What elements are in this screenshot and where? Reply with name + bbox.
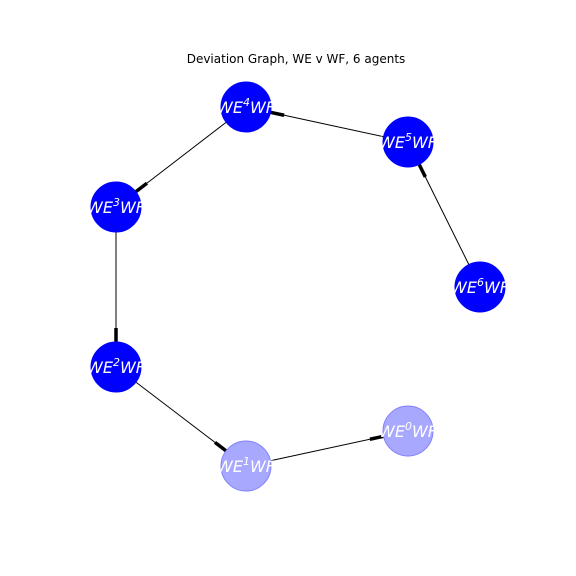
edge-n2-to-n1 xyxy=(135,381,228,453)
node-label: WE6WF xyxy=(451,276,510,297)
edge-arrowhead xyxy=(369,434,384,441)
edge-line xyxy=(135,381,227,452)
node-label: WE1WF xyxy=(217,455,276,476)
node-label-prefix: WE xyxy=(379,422,406,441)
node-label-suffix: WF xyxy=(412,422,438,441)
node-label: WE0WF xyxy=(379,420,438,441)
node-circle[interactable] xyxy=(382,116,434,168)
node-label-prefix: WE xyxy=(87,358,114,377)
node-label-sup: 5 xyxy=(405,131,412,144)
edge-arrowhead xyxy=(213,440,228,453)
node-circle[interactable] xyxy=(382,405,434,457)
edge-n1-to-n0 xyxy=(270,434,384,462)
edge-line xyxy=(418,164,470,265)
node-label-suffix: WF xyxy=(484,278,510,297)
edge-n5-to-n4 xyxy=(270,110,384,138)
node-label-suffix: WF xyxy=(250,98,276,117)
edge-arrowhead xyxy=(270,110,285,117)
node-label-sup: 2 xyxy=(113,356,120,369)
node-label-prefix: WE xyxy=(451,278,478,297)
edge-line xyxy=(270,435,384,462)
graph-title: Deviation Graph, WE v WF, 6 agents xyxy=(187,52,406,66)
node-label: WE3WF xyxy=(87,196,146,217)
node-label: WE5WF xyxy=(379,131,438,152)
node-label-sup: 4 xyxy=(243,96,250,109)
node-5[interactable]: WE5WF xyxy=(379,116,438,168)
node-2[interactable]: WE2WF xyxy=(87,341,146,393)
node-label-sup: 1 xyxy=(243,455,250,468)
node-label-sup: 6 xyxy=(477,276,484,289)
edge-n6-to-n5 xyxy=(417,163,470,265)
node-label-suffix: WF xyxy=(250,457,276,476)
node-circle[interactable] xyxy=(90,341,142,393)
node-circle[interactable] xyxy=(220,440,272,492)
node-0[interactable]: WE0WF xyxy=(379,405,438,457)
edge-line xyxy=(135,121,227,193)
edge-line xyxy=(270,111,384,138)
node-label: WE4WF xyxy=(217,96,276,117)
node-circle[interactable] xyxy=(90,181,142,233)
node-3[interactable]: WE3WF xyxy=(87,181,146,233)
node-label-suffix: WF xyxy=(120,358,146,377)
node-1[interactable]: WE1WF xyxy=(217,440,276,492)
node-label-suffix: WF xyxy=(120,198,146,217)
edge-arrowhead xyxy=(417,163,427,178)
node-label: WE2WF xyxy=(87,356,146,377)
node-6[interactable]: WE6WF xyxy=(451,261,510,313)
node-label-prefix: WE xyxy=(217,98,244,117)
edge-arrowhead xyxy=(134,181,148,194)
node-label-suffix: WF xyxy=(412,133,438,152)
node-circle[interactable] xyxy=(454,261,506,313)
edge-n4-to-n3 xyxy=(134,121,227,194)
node-4[interactable]: WE4WF xyxy=(217,81,276,133)
edges-layer xyxy=(114,110,470,462)
node-label-prefix: WE xyxy=(217,457,244,476)
node-label-sup: 0 xyxy=(405,420,412,433)
node-label-prefix: WE xyxy=(379,133,406,152)
node-label-prefix: WE xyxy=(87,198,114,217)
node-label-sup: 3 xyxy=(113,196,120,209)
node-circle[interactable] xyxy=(220,81,272,133)
